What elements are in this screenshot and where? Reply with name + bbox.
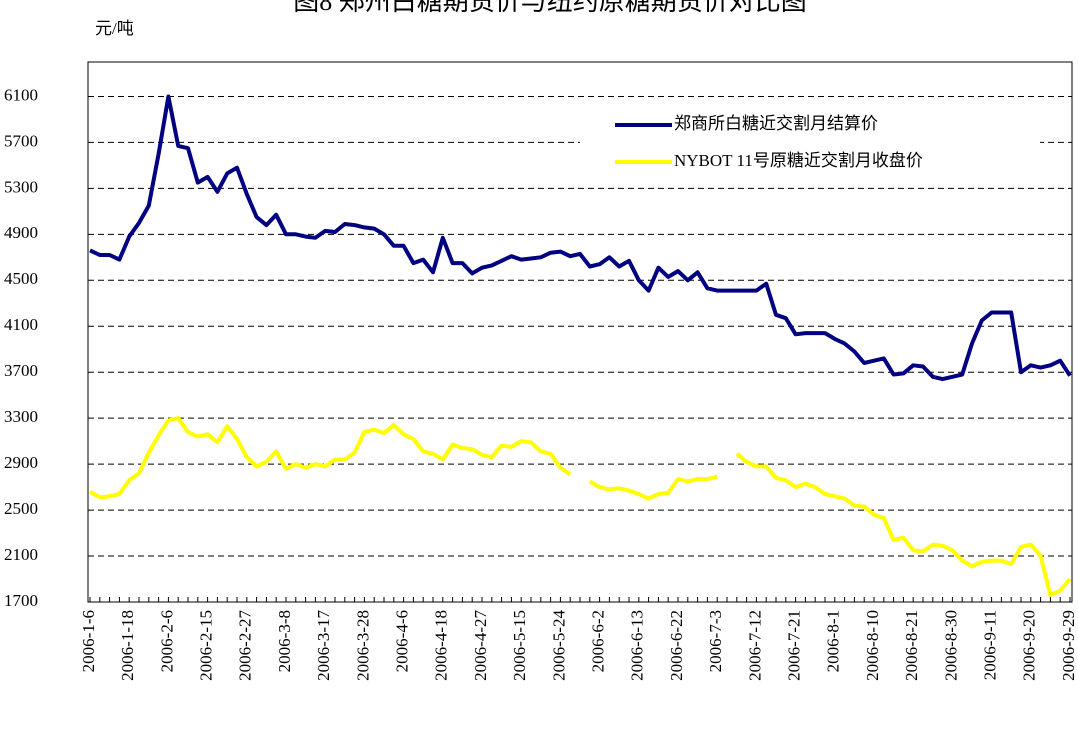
y-tick-label: 4900 xyxy=(4,223,38,242)
x-tick-label: 2006-4-6 xyxy=(393,610,412,672)
x-tick-label: 2006-5-24 xyxy=(549,610,568,681)
x-tick-label: 2006-2-15 xyxy=(197,610,216,681)
y-tick-label: 1700 xyxy=(4,591,38,610)
y-tick-label: 2900 xyxy=(4,453,38,472)
chart-title: 图8 郑州白糖期货价与纽约原糖期货价对比图 xyxy=(293,0,807,16)
x-tick-label: 2006-8-21 xyxy=(902,610,921,681)
y-tick-label: 5300 xyxy=(4,177,38,196)
legend-label: NYBOT 11号原糖近交割月收盘价 xyxy=(674,151,923,170)
x-tick-label: 2006-4-27 xyxy=(471,610,490,681)
x-tick-label: 2006-4-18 xyxy=(432,610,451,681)
x-tick-label: 2006-3-17 xyxy=(314,610,333,681)
x-tick-label: 2006-9-29 xyxy=(1059,610,1078,681)
x-tick-label: 2006-8-10 xyxy=(863,610,882,681)
x-tick-label: 2006-9-11 xyxy=(981,610,1000,680)
y-tick-label: 2100 xyxy=(4,545,38,564)
x-tick-label: 2006-3-28 xyxy=(353,610,372,681)
y-tick-label: 2500 xyxy=(4,499,38,518)
x-tick-label: 2006-6-2 xyxy=(589,610,608,672)
x-tick-label: 2006-7-12 xyxy=(745,610,764,681)
x-tick-label: 2006-1-18 xyxy=(118,610,137,681)
legend-box xyxy=(580,108,1040,186)
legend-label: 郑商所白糖近交割月结算价 xyxy=(674,114,878,133)
x-tick-label: 2006-2-27 xyxy=(236,610,255,681)
y-tick-label: 4100 xyxy=(4,315,38,334)
y-tick-label: 3700 xyxy=(4,361,38,380)
y-tick-label: 4500 xyxy=(4,269,38,288)
x-tick-label: 2006-8-1 xyxy=(824,610,843,672)
x-tick-label: 2006-8-30 xyxy=(941,610,960,681)
x-tick-label: 2006-5-15 xyxy=(510,610,529,681)
series-line xyxy=(89,94,1072,382)
x-tick-label: 2006-9-20 xyxy=(1020,610,1039,681)
x-tick-label: 2006-6-13 xyxy=(628,610,647,681)
y-tick-label: 3300 xyxy=(4,407,38,426)
y-tick-label: 5700 xyxy=(4,131,38,150)
x-tick-label: 2006-6-22 xyxy=(667,610,686,681)
x-tick-label: 2006-3-8 xyxy=(275,610,294,672)
x-tick-label: 2006-2-6 xyxy=(157,610,176,672)
x-tick-label: 2006-1-6 xyxy=(79,610,98,672)
x-tick-label: 2006-7-3 xyxy=(706,610,725,672)
x-tick-label: 2006-7-21 xyxy=(785,610,804,681)
y-tick-label: 6100 xyxy=(4,85,38,104)
series-line xyxy=(88,416,1072,598)
y-axis-label: 元/吨 xyxy=(95,19,134,38)
